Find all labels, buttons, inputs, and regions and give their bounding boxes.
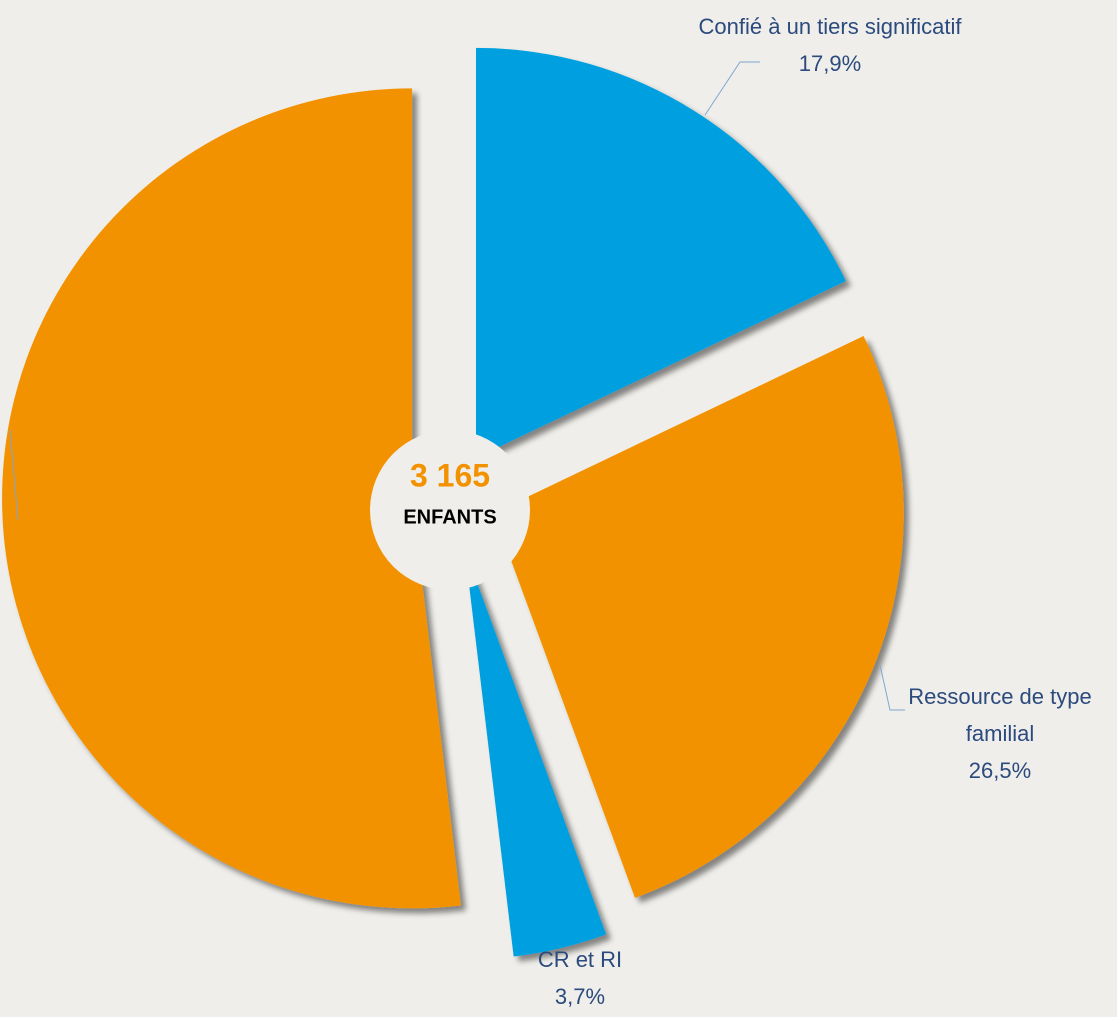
pie-slice xyxy=(475,47,846,458)
center-hole xyxy=(370,430,530,590)
center-label: 3 165 xyxy=(410,457,490,493)
pie-slice xyxy=(464,549,607,957)
value-label: 3,7% xyxy=(554,984,606,1009)
slice-label: CR et RI 3,7% xyxy=(480,941,680,1015)
slice-label: Ressource de type familial 26,5% xyxy=(890,678,1110,789)
value-label: 26,5% xyxy=(968,758,1032,783)
pie-slice xyxy=(493,336,904,898)
pie-slice xyxy=(2,88,461,909)
leader-line xyxy=(879,664,905,711)
leader-line xyxy=(704,61,760,116)
center-sublabel: ENFANTS xyxy=(403,506,496,528)
value-label: 17,9% xyxy=(798,51,862,76)
leader-line xyxy=(9,429,19,521)
slice-label: Confié à un tiers significatif 17,9% xyxy=(680,8,980,82)
